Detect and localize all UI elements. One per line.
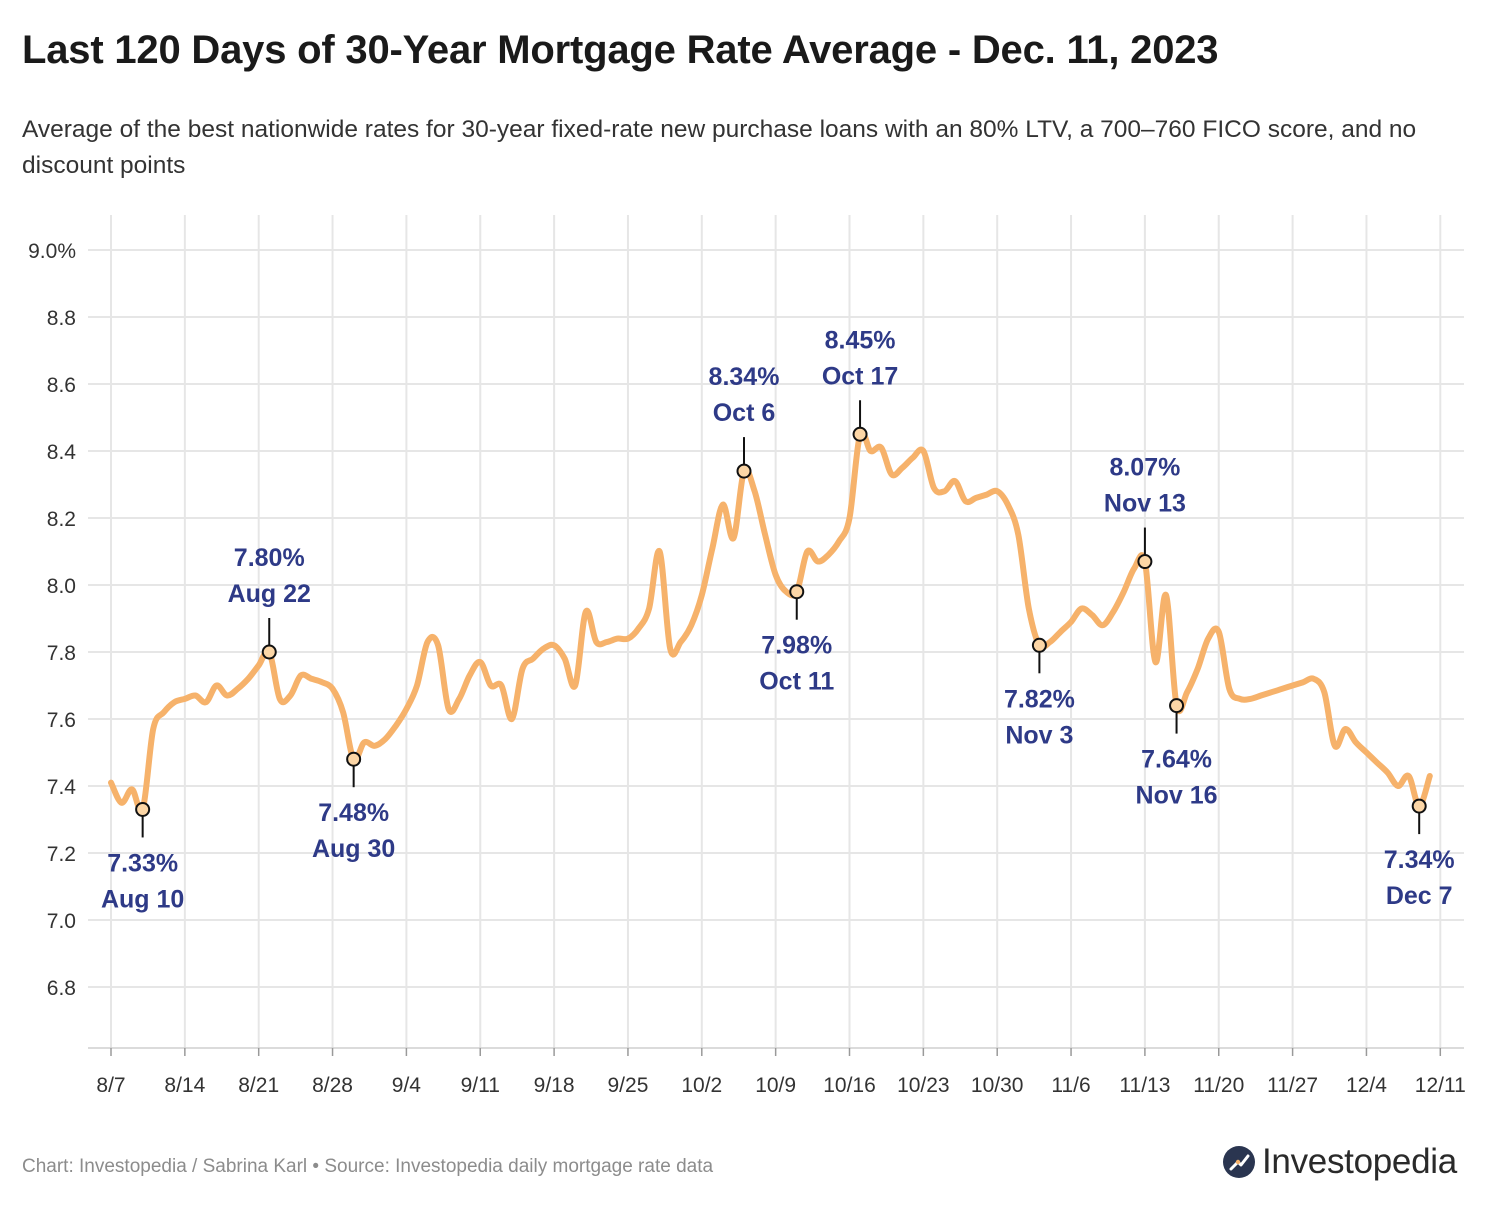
y-tick-label: 7.0: [47, 910, 76, 933]
x-tick-label: 8/28: [312, 1074, 353, 1097]
annotation-marker: [1031, 637, 1047, 653]
x-tick-label: 12/11: [1415, 1074, 1466, 1097]
annotation-marker: [736, 463, 752, 479]
investopedia-logo-icon: [1223, 1146, 1255, 1178]
y-tick-label: 9.0%: [28, 240, 76, 263]
y-tick-label: 8.8: [47, 307, 76, 330]
annotation-marker: [135, 801, 151, 817]
y-tick-label: 7.4: [47, 776, 77, 799]
annotations: 7.33% Aug 10 7.80% Aug 22 7.48% Aug 30 8.34% Oc…: [101, 326, 1455, 913]
annotation-value: 7.80%: [234, 544, 305, 572]
x-tick-label: 11/27: [1267, 1074, 1318, 1097]
annotation-date: Dec 7: [1386, 882, 1453, 910]
annotation-marker: [261, 644, 277, 660]
x-tick-label: 9/11: [461, 1074, 500, 1097]
x-tick-label: 10/9: [755, 1074, 796, 1097]
logo-wordmark: Investopedia: [1262, 1142, 1457, 1181]
x-tick-label: 10/2: [681, 1074, 722, 1097]
x-tick-label: 8/7: [96, 1074, 125, 1097]
annotation-marker: [1169, 698, 1185, 714]
annotation-date: Nov 3: [1005, 721, 1073, 749]
annotation-value: 7.64%: [1141, 746, 1212, 774]
annotation-value: 8.45%: [825, 326, 896, 354]
y-tick-label: 7.8: [47, 642, 76, 665]
x-tick-label: 11/6: [1051, 1074, 1090, 1097]
x-tick-label: 8/14: [164, 1074, 205, 1097]
annotation-marker: [852, 426, 868, 442]
x-tick-label: 8/21: [238, 1074, 279, 1097]
annotation-date: Nov 16: [1136, 782, 1218, 810]
x-tick-label: 9/18: [534, 1074, 575, 1097]
y-tick-label: 7.6: [47, 709, 76, 732]
annotation-value: 7.34%: [1384, 846, 1455, 874]
y-axis-labels: 9.0% 8.8 8.6 8.4 8.2 8.0 7.8 7.6 7.4 7.2 7.0 6.8: [28, 240, 76, 1000]
x-axis: 8/7 8/14 8/21 8/28 9/4 9/11 9/18 9/25 10/2 10/9 10…: [88, 1047, 1466, 1097]
y-tick-label: 8.0: [47, 575, 76, 598]
y-tick-label: 7.2: [47, 843, 76, 866]
annotation-marker: [1137, 554, 1153, 570]
annotation-value: 7.98%: [761, 632, 832, 660]
y-tick-label: 8.6: [47, 374, 76, 397]
annotation-date: Oct 11: [759, 668, 834, 696]
y-tick-label: 6.8: [47, 977, 76, 1000]
annotation-date: Aug 22: [228, 580, 311, 608]
annotation-value: 7.33%: [107, 849, 178, 877]
y-tick-label: 8.2: [47, 508, 76, 531]
x-tick-label: 9/25: [608, 1074, 649, 1097]
annotation-value: 7.48%: [318, 799, 389, 827]
x-tick-label: 12/4: [1346, 1074, 1387, 1097]
investopedia-logo: Investopedia: [1222, 1140, 1457, 1184]
y-tick-label: 8.4: [47, 441, 77, 464]
x-tick-label: 11/13: [1119, 1074, 1170, 1097]
x-tick-label: 10/16: [823, 1074, 876, 1097]
annotation-marker: [1411, 798, 1427, 814]
annotation-date: Aug 10: [101, 885, 184, 913]
rate-series-line: [108, 428, 1433, 815]
annotation-date: Oct 17: [822, 362, 898, 390]
x-tick-label: 9/4: [392, 1074, 422, 1097]
gridlines: [88, 215, 1464, 1048]
annotation-date: Nov 13: [1104, 490, 1186, 518]
annotation-marker: [789, 584, 805, 600]
annotation-value: 7.82%: [1004, 685, 1075, 713]
annotation-marker: [346, 751, 362, 767]
annotation-date: Aug 30: [312, 835, 395, 863]
chart-credit: Chart: Investopedia / Sabrina Karl • Sou…: [22, 1156, 714, 1177]
x-tick-label: 11/20: [1193, 1074, 1244, 1097]
annotation-date: Oct 6: [713, 399, 776, 427]
annotation-value: 8.34%: [709, 363, 780, 391]
series-layer: [108, 428, 1433, 815]
chart-subtitle: Average of the best nationwide rates for…: [22, 116, 1417, 179]
x-tick-label: 10/23: [897, 1074, 950, 1097]
chart-title: Last 120 Days of 30-Year Mortgage Rate A…: [22, 28, 1219, 72]
annotation-value: 8.07%: [1109, 454, 1180, 482]
x-tick-label: 10/30: [971, 1074, 1024, 1097]
